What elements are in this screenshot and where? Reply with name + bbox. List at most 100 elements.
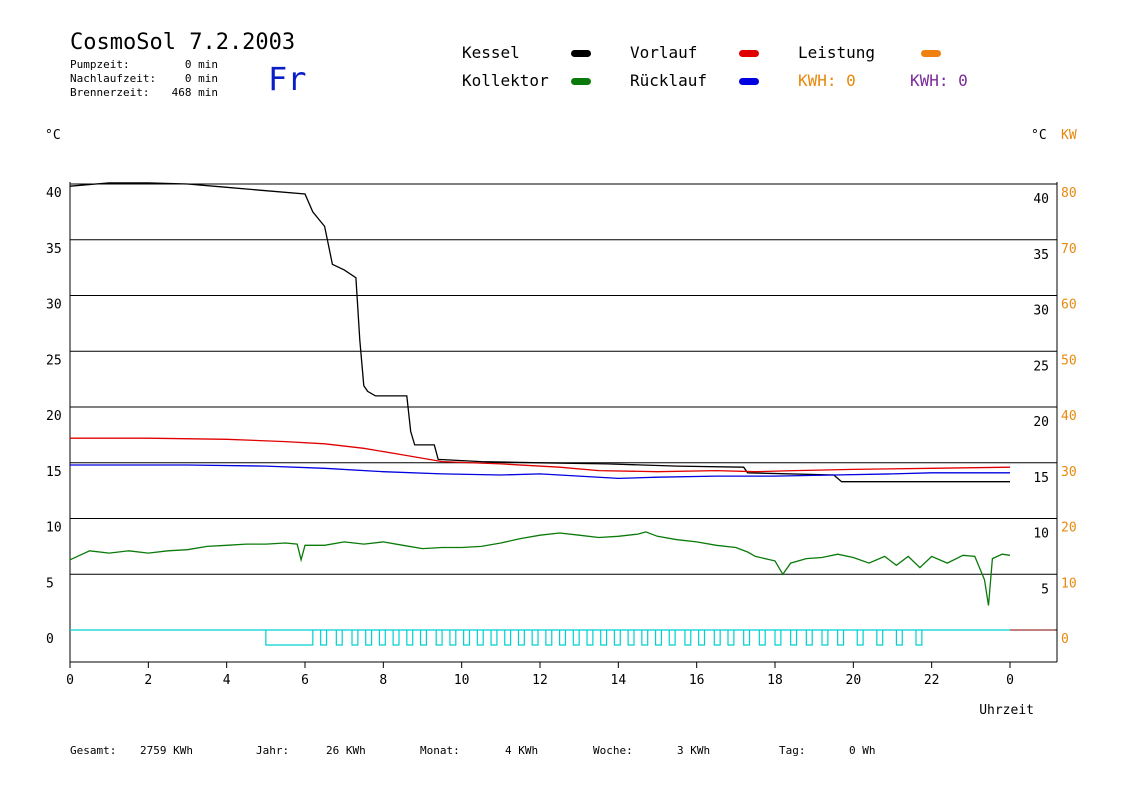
y-tick-right-kw-60: 60 bbox=[1061, 298, 1077, 313]
pump-pulse-28 bbox=[698, 630, 706, 646]
y-tick-left-25: 25 bbox=[46, 353, 62, 368]
legend-kollektor-swatch bbox=[571, 78, 591, 85]
pump-pulse-12 bbox=[476, 630, 484, 646]
x-tick-1: 2 bbox=[144, 673, 152, 688]
y-tick-right-kw-10: 10 bbox=[1061, 576, 1077, 591]
brennerzeit-value: 468 min bbox=[171, 86, 218, 99]
legend-leistung: Leistung bbox=[798, 43, 876, 62]
pump-pulse-11 bbox=[463, 630, 471, 646]
x-tick-12: 0 bbox=[1006, 673, 1014, 688]
pump-pulse-20 bbox=[586, 630, 594, 646]
pump-pulse-8 bbox=[419, 630, 428, 646]
pump-pulse-6 bbox=[392, 630, 400, 646]
gesamt-value: 2759 KWh bbox=[140, 744, 193, 757]
y-tick-right-kw-20: 20 bbox=[1061, 521, 1077, 536]
series-vorlauf bbox=[70, 437, 1011, 473]
pump-pulse-25 bbox=[654, 630, 663, 646]
y-tick-right-kw-30: 30 bbox=[1061, 465, 1077, 480]
gesamt-label: Gesamt: bbox=[70, 744, 117, 757]
pump-pulse-36 bbox=[821, 630, 829, 646]
y-tick-right-kw-40: 40 bbox=[1061, 409, 1077, 424]
x-tick-3: 6 bbox=[301, 673, 309, 688]
jahr-value: 26 KWh bbox=[326, 744, 366, 757]
pump-pulse-7 bbox=[406, 630, 414, 646]
series-kessel bbox=[69, 182, 1010, 483]
pump-pulse-0 bbox=[265, 630, 314, 646]
pump-pulse-29 bbox=[713, 630, 721, 646]
legend-kollektor: Kollektor bbox=[462, 71, 549, 90]
legend-kessel: Kessel bbox=[462, 43, 520, 62]
y-tick-right-c-15: 15 bbox=[1033, 471, 1049, 486]
y-tick-right-c-10: 10 bbox=[1033, 527, 1049, 542]
x-axis-label: Uhrzeit bbox=[979, 703, 1034, 718]
x-tick-11: 22 bbox=[924, 673, 940, 688]
pump-pulse-18 bbox=[558, 630, 567, 646]
y-tick-right-c-35: 35 bbox=[1033, 248, 1049, 263]
left-unit: °C bbox=[45, 128, 61, 143]
pump-pulse-32 bbox=[758, 630, 766, 646]
y-tick-left-20: 20 bbox=[46, 409, 62, 424]
legend-leistung-swatch bbox=[921, 50, 941, 57]
pump-pulse-31 bbox=[743, 630, 751, 646]
x-tick-0: 0 bbox=[66, 673, 74, 688]
brennerzeit-row: Brennerzeit: 468 min bbox=[70, 86, 218, 99]
pump-pulse-30 bbox=[727, 630, 735, 646]
pump-pulse-26 bbox=[668, 630, 676, 646]
pump-pulse-16 bbox=[531, 630, 539, 646]
legend-vorlauf-swatch bbox=[739, 50, 759, 57]
x-tick-2: 4 bbox=[223, 673, 231, 688]
right-unit-kw: KW bbox=[1061, 128, 1077, 143]
y-tick-left-10: 10 bbox=[46, 521, 62, 536]
x-tick-8: 16 bbox=[689, 673, 705, 688]
series-ruecklauf bbox=[70, 464, 1010, 480]
legend-vorlauf: Vorlauf bbox=[630, 43, 698, 62]
pump-pulse-10 bbox=[449, 630, 457, 646]
legend-ruecklauf: Rücklauf bbox=[630, 71, 708, 90]
y-tick-right-kw-0: 0 bbox=[1061, 632, 1069, 647]
x-tick-7: 14 bbox=[611, 673, 627, 688]
pump-pulse-17 bbox=[545, 630, 553, 646]
y-tick-right-kw-80: 80 bbox=[1061, 186, 1077, 201]
pumpzeit-label: Pumpzeit: bbox=[70, 58, 130, 71]
chart-title: CosmoSol 7.2.2003 bbox=[70, 30, 296, 55]
pump-pulse-21 bbox=[600, 630, 608, 646]
pump-pulse-1 bbox=[320, 630, 328, 646]
x-tick-10: 20 bbox=[846, 673, 862, 688]
legend-kessel-swatch bbox=[571, 50, 591, 57]
pump-pulse-39 bbox=[876, 630, 884, 646]
pump-pulse-33 bbox=[774, 630, 782, 646]
y-tick-right-kw-50: 50 bbox=[1061, 353, 1077, 368]
pump-pulse-41 bbox=[915, 630, 923, 646]
pump-pulse-23 bbox=[627, 630, 635, 646]
y-tick-right-c-20: 20 bbox=[1033, 415, 1049, 430]
pumpzeit-value: 0 min bbox=[184, 58, 218, 71]
pump-pulse-4 bbox=[365, 630, 373, 646]
x-tick-9: 18 bbox=[767, 673, 783, 688]
pump-pulse-3 bbox=[351, 630, 359, 646]
y-tick-left-35: 35 bbox=[46, 242, 62, 257]
y-tick-right-c-5: 5 bbox=[1041, 582, 1049, 597]
y-tick-left-40: 40 bbox=[46, 186, 62, 201]
y-tick-right-c-30: 30 bbox=[1033, 304, 1049, 319]
monat-label: Monat: bbox=[420, 744, 460, 757]
y-tick-left-5: 5 bbox=[46, 576, 54, 591]
series-kollektor bbox=[69, 531, 1011, 606]
nachlaufzeit-row: Nachlaufzeit: 0 min bbox=[70, 72, 218, 85]
pump-pulse-38 bbox=[856, 630, 864, 646]
pump-pulse-24 bbox=[641, 630, 649, 646]
pump-pulse-5 bbox=[378, 630, 386, 646]
pump-pulse-22 bbox=[613, 630, 621, 646]
pump-pulse-2 bbox=[335, 630, 343, 646]
x-tick-4: 8 bbox=[379, 673, 387, 688]
legend-ruecklauf-swatch bbox=[739, 78, 759, 85]
pump-pulse-15 bbox=[517, 630, 525, 646]
y-tick-left-15: 15 bbox=[46, 465, 62, 480]
nachlaufzeit-label: Nachlaufzeit: bbox=[70, 72, 157, 85]
pump-pulse-19 bbox=[572, 630, 580, 646]
tag-label: Tag: bbox=[779, 744, 806, 757]
pump-pulse-9 bbox=[435, 630, 443, 646]
pump-pulse-35 bbox=[805, 630, 813, 646]
x-tick-5: 10 bbox=[454, 673, 470, 688]
y-tick-left-0: 0 bbox=[46, 632, 54, 647]
